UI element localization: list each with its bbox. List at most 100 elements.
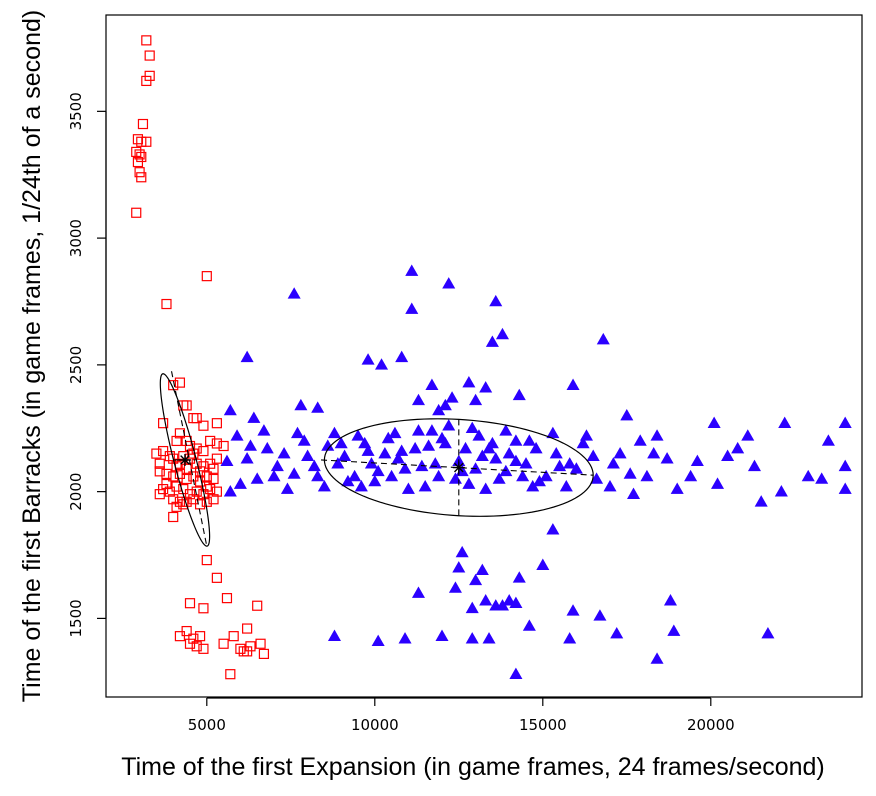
data-point-triangle [465, 421, 479, 434]
cluster-ellipse [159, 373, 211, 547]
data-point-triangle [378, 447, 392, 459]
data-point-triangle [502, 594, 516, 606]
data-point-triangle [438, 398, 452, 411]
data-point-triangle [774, 485, 788, 497]
data-point-triangle [391, 452, 405, 464]
data-point-triangle [509, 454, 523, 467]
data-point-triangle [593, 609, 607, 621]
data-point-triangle [647, 447, 661, 459]
data-point-triangle [230, 429, 244, 441]
data-point-square [151, 448, 162, 459]
data-point-triangle [489, 452, 503, 464]
data-point-triangle [398, 462, 412, 474]
data-point-square [184, 598, 196, 609]
data-point-triangle [563, 457, 577, 469]
data-point-triangle [479, 594, 493, 606]
data-point-triangle [549, 447, 563, 459]
data-point-triangle [327, 426, 341, 439]
data-point-triangle [778, 416, 792, 428]
data-point-triangle [566, 378, 580, 390]
data-point-triangle [613, 447, 627, 459]
data-point-triangle [499, 424, 513, 436]
data-point-triangle [821, 434, 835, 446]
data-point-triangle [408, 441, 422, 454]
data-point-triangle [603, 479, 617, 492]
data-point-triangle [455, 545, 469, 558]
data-point-triangle [838, 482, 852, 494]
data-point-square [134, 149, 145, 160]
data-point-square [211, 572, 222, 583]
data-point-triangle [297, 434, 311, 446]
data-point-triangle [472, 429, 486, 441]
data-point-square [164, 451, 175, 462]
data-point-triangle [411, 424, 425, 436]
data-point-triangle [553, 459, 567, 472]
y-tick-label: 3500 [67, 92, 85, 130]
data-point-triangle [606, 457, 620, 469]
data-point-square [141, 136, 152, 147]
cluster-center-asterisk [180, 455, 190, 465]
ellipse-major-axis [321, 459, 594, 476]
data-point-square [211, 486, 222, 497]
data-point-triangle [485, 335, 499, 347]
y-tick-label: 1500 [67, 599, 85, 637]
data-point-triangle [354, 479, 368, 492]
data-point-triangle [270, 459, 284, 472]
x-tick-label: 20000 [687, 716, 735, 734]
data-point-square [132, 134, 144, 145]
data-point-triangle [291, 426, 305, 439]
data-point-triangle [311, 469, 325, 482]
data-point-triangle [519, 457, 533, 469]
data-point-triangle [526, 479, 540, 492]
data-point-triangle [267, 469, 281, 482]
data-point-triangle [482, 632, 496, 644]
data-point-triangle [257, 424, 271, 436]
data-point-triangle [479, 381, 493, 393]
data-point-square [178, 499, 189, 510]
data-point-square [137, 118, 149, 130]
data-point-triangle [448, 581, 462, 593]
x-axis-title: Time of the first Expansion (in game fra… [121, 753, 825, 781]
data-point-square [191, 413, 202, 424]
data-point-triangle [502, 447, 516, 459]
data-point-triangle [405, 264, 419, 276]
data-point-triangle [385, 469, 399, 482]
data-point-square [218, 638, 229, 649]
data-point-triangle [495, 327, 509, 340]
data-point-square [252, 600, 263, 611]
data-point-triangle [445, 391, 459, 403]
data-point-square [221, 593, 233, 604]
data-point-triangle [425, 424, 439, 436]
data-point-triangle [627, 487, 641, 499]
data-point-triangle [492, 472, 506, 484]
data-point-square [194, 499, 206, 510]
data-point-square [144, 50, 155, 61]
data-point-triangle [243, 439, 257, 451]
data-point-triangle [260, 441, 274, 454]
data-point-triangle [801, 469, 815, 482]
data-point-square [208, 463, 219, 474]
data-point-triangle [327, 629, 341, 641]
y-axis: 1500 2000 2500 3000 3500 [67, 92, 107, 637]
data-point-triangle [485, 436, 499, 449]
y-tick-label: 2500 [67, 346, 85, 384]
data-point-square [154, 458, 165, 469]
data-point-triangle [361, 353, 375, 365]
data-point-triangle [731, 441, 745, 454]
data-point-square [131, 207, 142, 218]
data-point-square [174, 377, 186, 388]
data-point-square [198, 643, 209, 654]
data-point-square [184, 440, 196, 452]
data-point-square [158, 418, 169, 429]
data-point-triangle [640, 469, 654, 482]
x-tick-label: 5000 [188, 716, 226, 734]
data-point-square [242, 623, 253, 634]
data-point-triangle [479, 482, 493, 494]
x-axis: 5000 10000 15000 20000 [188, 697, 735, 734]
cluster-center-asterisk [453, 462, 464, 473]
data-point-triangle [522, 619, 536, 631]
data-point-triangle [435, 629, 449, 641]
data-point-square [171, 435, 182, 447]
data-marks [131, 35, 852, 680]
data-point-square [181, 473, 192, 485]
